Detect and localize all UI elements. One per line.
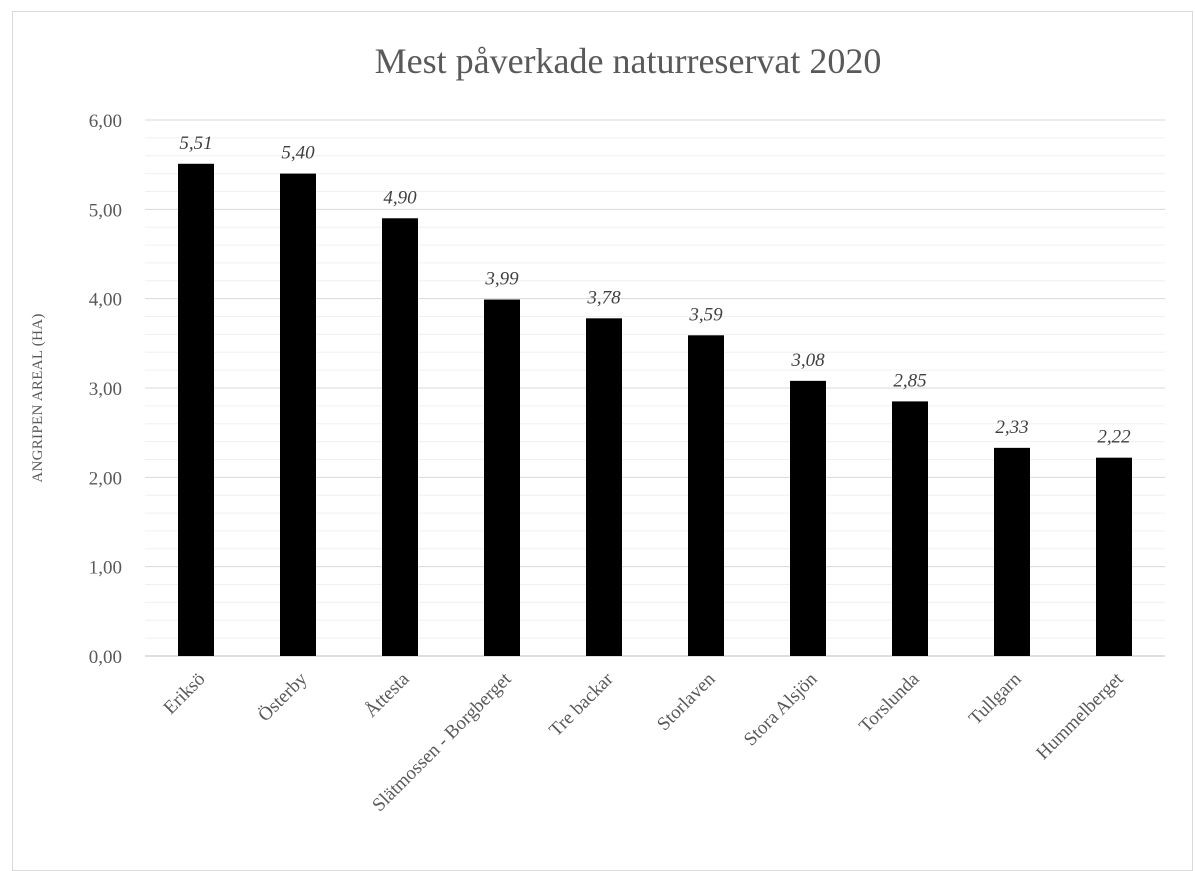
x-category-label: Tullgarn — [965, 668, 1026, 729]
bar — [790, 380, 826, 656]
data-label: 5,51 — [179, 133, 212, 154]
bar — [280, 173, 316, 656]
data-label: 3,78 — [586, 287, 621, 308]
bar — [892, 401, 928, 656]
x-category-label: Torslunda — [855, 668, 924, 737]
bar — [484, 299, 520, 656]
bar — [1096, 457, 1132, 656]
x-category-label: Storlaven — [653, 668, 720, 735]
bar — [994, 447, 1030, 656]
bar — [688, 335, 724, 656]
x-category-label: Hummelberget — [1032, 668, 1128, 764]
y-tick-labels-group: 0,00 1,00 2,00 3,00 4,00 5,00 6,00 — [89, 111, 122, 668]
bar — [382, 218, 418, 656]
y-tick-label: 4,00 — [89, 290, 122, 311]
y-tick-label: 0,00 — [89, 647, 122, 668]
y-tick-label: 3,00 — [89, 379, 122, 400]
y-tick-label: 1,00 — [89, 558, 122, 579]
y-tick-label: 6,00 — [89, 111, 122, 132]
bar — [178, 163, 214, 657]
data-label: 2,22 — [1097, 427, 1131, 448]
data-label: 3,08 — [790, 350, 825, 371]
y-tick-label: 2,00 — [89, 468, 122, 489]
data-label: 2,33 — [995, 417, 1028, 438]
data-label: 2,85 — [893, 370, 926, 391]
y-tick-label: 5,00 — [89, 200, 122, 221]
x-category-label: Österby — [254, 668, 312, 726]
data-label: 3,99 — [484, 269, 519, 290]
x-category-label: Stora Alsjön — [740, 668, 822, 750]
data-label: 5,40 — [281, 143, 315, 164]
chart-title: Mest påverkade naturreservat 2020 — [375, 41, 882, 81]
x-category-label: Eriksö — [160, 669, 210, 719]
data-label: 4,90 — [383, 187, 417, 208]
x-category-label: Åttesta — [361, 668, 414, 721]
x-category-label: Tre backar — [545, 668, 618, 741]
bars-group — [178, 163, 1132, 657]
y-axis-label: ANGRIPEN AREAL (HA) — [30, 313, 46, 482]
bar — [586, 318, 622, 656]
data-label: 3,59 — [688, 304, 723, 325]
data-labels-group: 5,51 5,40 4,90 3,99 3,78 3,59 3,08 2,85 2,33 2,22 — [179, 133, 1131, 448]
